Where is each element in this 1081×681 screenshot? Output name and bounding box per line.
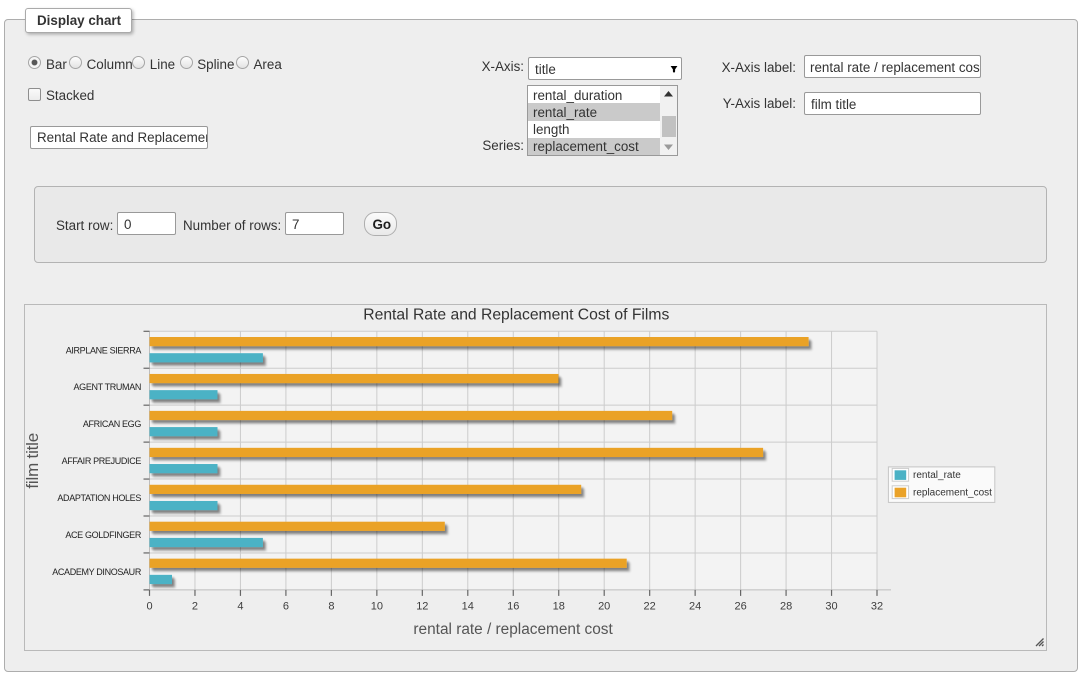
svg-text:AFRICAN EGG: AFRICAN EGG (83, 419, 142, 429)
svg-text:Rental Rate and Replacement Co: Rental Rate and Replacement Cost of Film… (363, 307, 669, 324)
svg-text:14: 14 (462, 601, 474, 613)
svg-text:AIRPLANE SIERRA: AIRPLANE SIERRA (66, 345, 142, 355)
svg-text:AFFAIR PREJUDICE: AFFAIR PREJUDICE (62, 456, 142, 466)
svg-text:rental_rate: rental_rate (913, 470, 961, 481)
svg-text:AGENT TRUMAN: AGENT TRUMAN (74, 382, 141, 392)
svg-text:ADAPTATION HOLES: ADAPTATION HOLES (57, 493, 141, 503)
svg-text:ACE GOLDFINGER: ACE GOLDFINGER (65, 530, 141, 540)
svg-text:18: 18 (553, 601, 565, 613)
svg-text:ACADEMY DINOSAUR: ACADEMY DINOSAUR (52, 567, 142, 577)
svg-text:12: 12 (416, 601, 428, 613)
svg-text:replacement_cost: replacement_cost (913, 488, 992, 499)
svg-text:rental rate / replacement cost: rental rate / replacement cost (413, 621, 613, 638)
svg-text:10: 10 (371, 601, 383, 613)
svg-text:32: 32 (871, 601, 883, 613)
svg-text:4: 4 (237, 601, 243, 613)
svg-text:28: 28 (780, 601, 792, 613)
svg-text:0: 0 (146, 601, 152, 613)
svg-text:30: 30 (825, 601, 837, 613)
svg-text:2: 2 (192, 601, 198, 613)
svg-text:film title: film title (23, 433, 42, 489)
svg-text:16: 16 (507, 601, 519, 613)
svg-text:8: 8 (328, 601, 334, 613)
svg-text:26: 26 (734, 601, 746, 613)
svg-text:20: 20 (598, 601, 610, 613)
svg-text:22: 22 (644, 601, 656, 613)
svg-text:6: 6 (283, 601, 289, 613)
svg-text:24: 24 (689, 601, 701, 613)
